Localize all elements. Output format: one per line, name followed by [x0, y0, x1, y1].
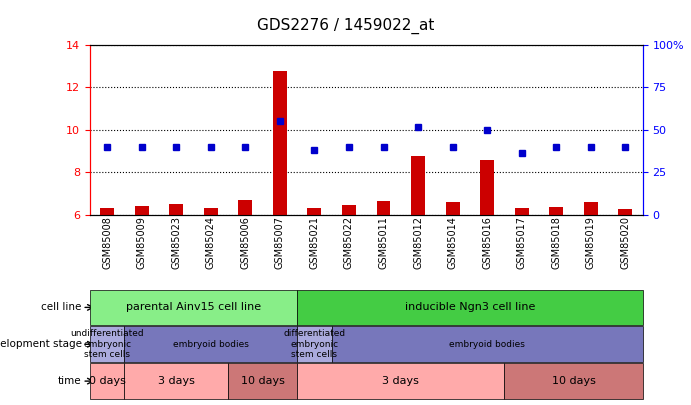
Bar	[100, 208, 114, 215]
Bar	[307, 208, 321, 215]
Text: embryoid bodies: embryoid bodies	[449, 340, 525, 349]
Text: 10 days: 10 days	[240, 376, 285, 386]
Text: time: time	[58, 376, 82, 386]
Bar	[480, 160, 494, 215]
Text: GDS2276 / 1459022_at: GDS2276 / 1459022_at	[257, 18, 434, 34]
Text: differentiated
embryonic
stem cells: differentiated embryonic stem cells	[283, 329, 346, 359]
Text: cell line: cell line	[41, 303, 82, 312]
Bar	[618, 209, 632, 215]
Text: embryoid bodies: embryoid bodies	[173, 340, 249, 349]
Bar	[135, 206, 149, 215]
Text: 3 days: 3 days	[158, 376, 195, 386]
Bar	[342, 205, 356, 215]
Bar	[549, 207, 563, 215]
Text: 3 days: 3 days	[382, 376, 419, 386]
Text: undifferentiated
embryonic
stem cells: undifferentiated embryonic stem cells	[70, 329, 144, 359]
Text: development stage: development stage	[0, 339, 82, 349]
Bar	[273, 71, 287, 215]
Text: inducible Ngn3 cell line: inducible Ngn3 cell line	[405, 303, 535, 312]
Text: 0 days: 0 days	[88, 376, 126, 386]
Bar	[204, 208, 218, 215]
Bar	[584, 202, 598, 215]
Bar	[446, 202, 460, 215]
Bar	[238, 200, 252, 215]
Text: 10 days: 10 days	[551, 376, 596, 386]
Bar	[515, 208, 529, 215]
Text: parental Ainv15 cell line: parental Ainv15 cell line	[126, 303, 261, 312]
Bar	[411, 156, 425, 215]
Bar	[169, 204, 183, 215]
Bar	[377, 201, 390, 215]
